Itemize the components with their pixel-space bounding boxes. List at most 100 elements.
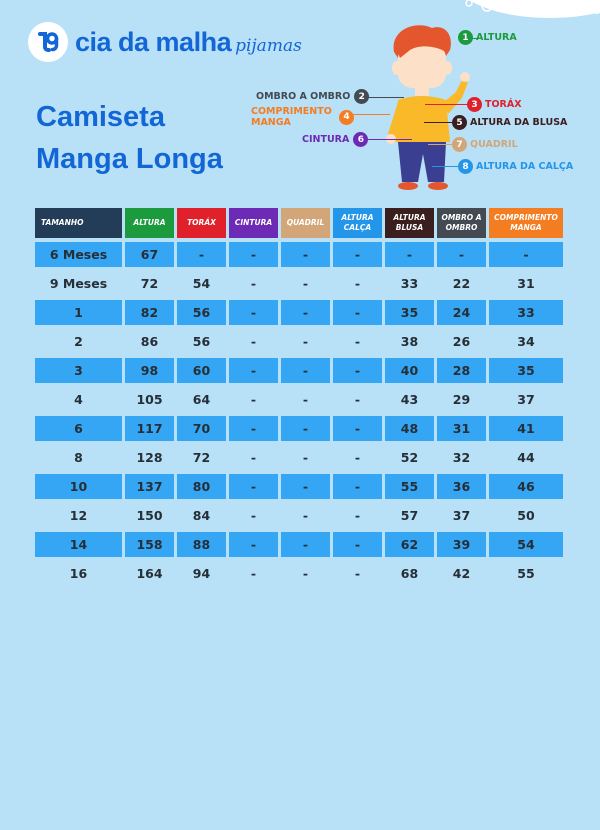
bubbles-decoration	[465, 0, 600, 18]
table-cell: -	[333, 532, 382, 557]
legend-number: 5	[452, 115, 467, 130]
legend-label: TORÁX	[485, 99, 522, 110]
table-row: 8 128 72 - - - 52 32 44	[35, 445, 563, 470]
table-cell: -	[281, 242, 330, 267]
legend-altura-blusa: 5 ALTURA DA BLUSA	[452, 115, 567, 130]
header-tamanho: TAMANHO	[35, 208, 122, 238]
legend-number: 6	[353, 132, 369, 147]
table-row: 6 Meses 67- - - - - - -	[35, 242, 563, 267]
table-cell: 67	[125, 242, 174, 267]
header-altura: ALTURA	[125, 208, 174, 238]
table-cell: -	[333, 416, 382, 441]
legend-number: 7	[452, 137, 467, 152]
table-cell: 52	[400, 450, 419, 465]
table-cell: 6 Meses	[35, 242, 122, 267]
table-cell: 68	[400, 566, 419, 581]
table-cell: 35	[385, 300, 434, 325]
legend-number: 1	[458, 30, 473, 45]
table-cell: 16	[69, 566, 88, 581]
table-cell: 34	[517, 334, 535, 349]
table-cell: -	[354, 508, 361, 523]
table-row: 9 Meses 72 54 - - - 33 22 31	[35, 271, 563, 296]
table-cell: -	[333, 474, 382, 499]
table-body: 6 Meses 67- - - - - - -9 Meses 72 54- - -33 22 31 1 82 5…	[35, 242, 563, 586]
page-title: Camiseta Manga Longa	[36, 96, 223, 180]
table-cell: 24	[437, 300, 486, 325]
table-cell: -	[229, 474, 278, 499]
table-cell: 105	[136, 392, 163, 407]
table-cell: 55	[517, 566, 535, 581]
table-cell: -	[229, 358, 278, 383]
table-row: 14 158 88- - -62 39 54	[35, 532, 563, 557]
table-cell: 88	[177, 532, 226, 557]
table-cell: 48	[385, 416, 434, 441]
header-ombro-a-ombro: OMBRO A OMBRO	[437, 208, 486, 238]
table-cell: 26	[452, 334, 471, 349]
cintura-guide-line	[366, 139, 412, 140]
table-cell: -	[302, 334, 309, 349]
table-cell: 98	[125, 358, 174, 383]
table-cell: -	[354, 566, 361, 581]
table-cell: -	[437, 242, 486, 267]
legend-number: 2	[354, 89, 370, 104]
table-cell: -	[354, 450, 361, 465]
table-cell: 28	[437, 358, 486, 383]
table-cell: -	[229, 300, 278, 325]
legend-label: ALTURA	[476, 32, 517, 43]
table-cell: 40	[385, 358, 434, 383]
table-cell: 46	[489, 474, 563, 499]
ombro-guide-line	[366, 97, 404, 98]
table-cell: 82	[125, 300, 174, 325]
table-cell: 2	[74, 334, 83, 349]
table-cell: 94	[192, 566, 211, 581]
table-cell: 3	[35, 358, 122, 383]
header-quadril: QUADRIL	[281, 208, 330, 238]
table-cell: -	[302, 508, 309, 523]
legend-label: COMPRIMENTO MANGA	[251, 106, 332, 128]
table-cell: 56	[177, 300, 226, 325]
table-cell: 31	[437, 416, 486, 441]
table-cell: 22	[452, 276, 471, 291]
table-cell: -	[302, 450, 309, 465]
table-cell: 137	[125, 474, 174, 499]
table-cell: 70	[177, 416, 226, 441]
table-row: 4 105 64 - - - 43 29 37	[35, 387, 563, 412]
legend-quadril: 7 QUADRIL	[452, 137, 518, 152]
blusa-guide-line	[424, 122, 452, 123]
table-cell: -	[281, 474, 330, 499]
table-cell: 150	[136, 508, 163, 523]
table-cell: 54	[192, 276, 211, 291]
header-torax: TORÁX	[177, 208, 226, 238]
table-row: 6 117 70- - -48 31 41	[35, 416, 563, 441]
table-cell: 164	[136, 566, 163, 581]
table-cell: 33	[400, 276, 419, 291]
table-cell: 56	[192, 334, 211, 349]
table-cell: 72	[140, 276, 159, 291]
title-line-1: Camiseta	[36, 101, 165, 133]
header-altura-calca: ALTURA CALÇA	[333, 208, 382, 238]
torax-guide-line	[425, 104, 467, 105]
table-cell: 29	[452, 392, 471, 407]
legend-ombro: OMBRO A OMBRO 2	[256, 89, 370, 104]
table-cell: -	[250, 334, 257, 349]
brand-sub: pijamas	[235, 36, 302, 56]
legend-number: 4	[339, 109, 354, 125]
altura-guide-line	[468, 38, 478, 39]
table-cell: -	[250, 508, 257, 523]
table-cell: 31	[517, 276, 535, 291]
table-header-row: TAMANHO ALTURA TORÁX CINTURA QUADRIL ALT…	[35, 208, 563, 238]
table-cell: 37	[517, 392, 535, 407]
calca-guide-line	[432, 166, 458, 167]
table-cell: -	[229, 416, 278, 441]
table-cell: 14	[35, 532, 122, 557]
table-cell: 38	[400, 334, 419, 349]
table-row: 1 82 56- - -35 24 33	[35, 300, 563, 325]
table-row: 2 86 56 - - - 38 26 34	[35, 329, 563, 354]
table-cell: 41	[489, 416, 563, 441]
table-cell: -	[281, 532, 330, 557]
table-row: 10 137 80- - -55 36 46	[35, 474, 563, 499]
brand-name: cia da malha	[75, 26, 232, 57]
legend-torax: 3 TORÁX	[467, 97, 522, 112]
title-line-2: Manga Longa	[36, 143, 223, 175]
table-cell: 42	[452, 566, 471, 581]
